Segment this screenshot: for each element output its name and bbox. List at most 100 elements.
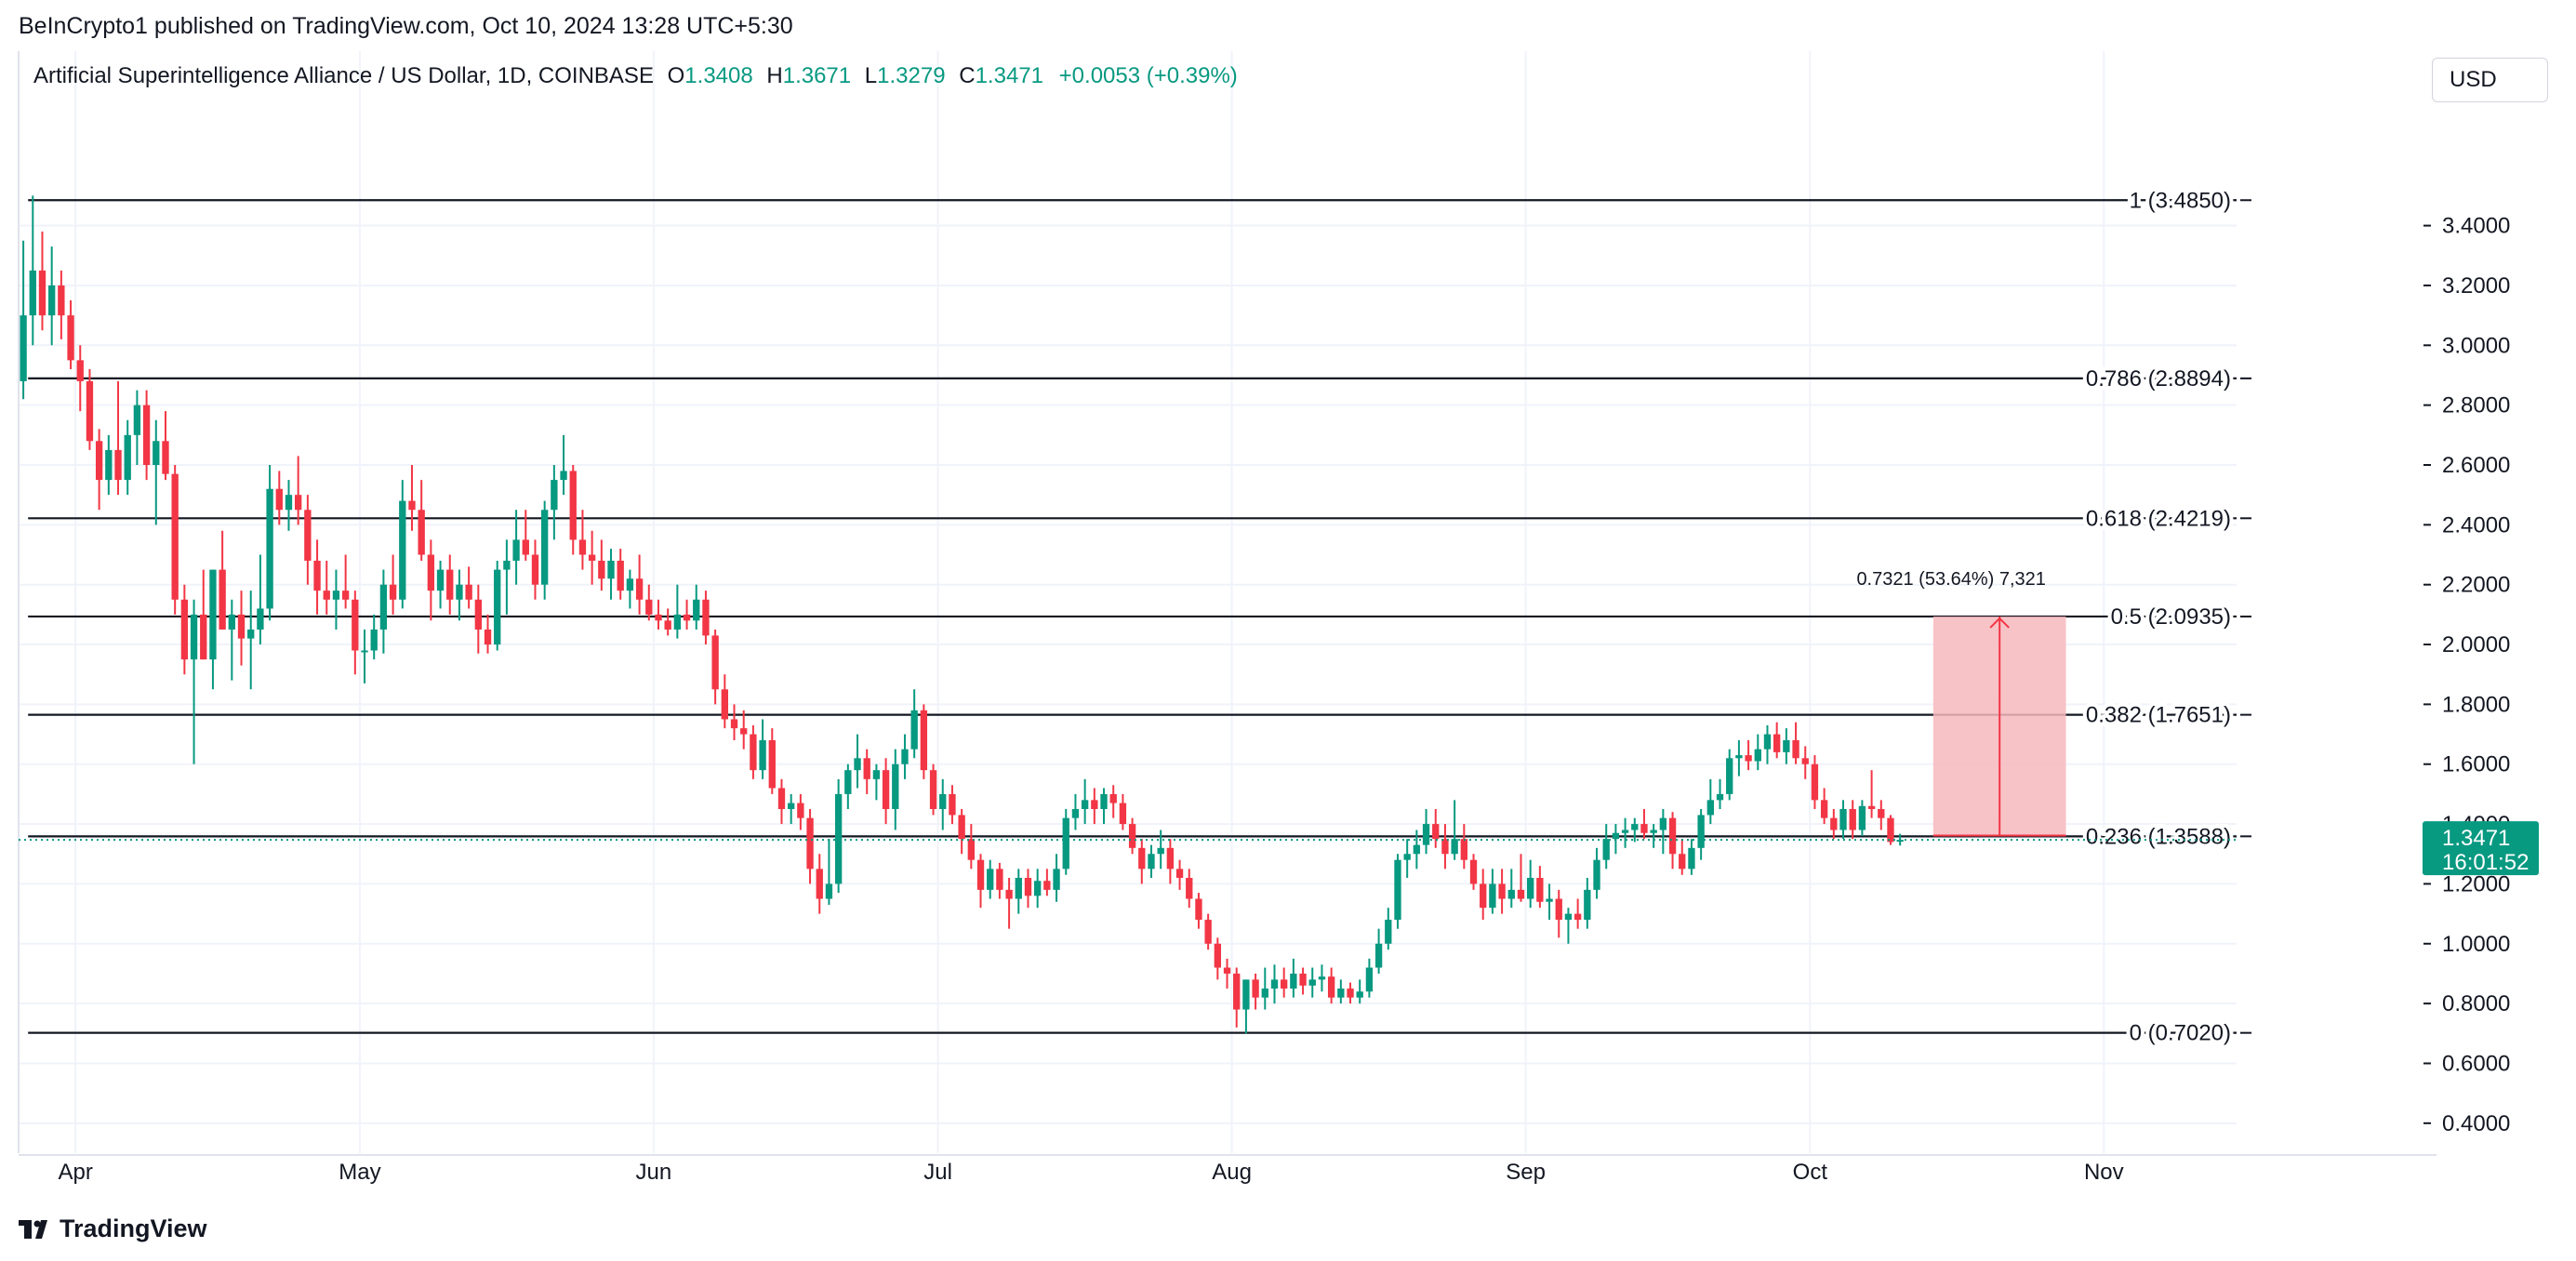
fibonacci-retracement[interactable]: 1 (3.4850) 0.786 (2.8894) 0.618 (2.4219) 0.… (28, 184, 2251, 1050)
candle (361, 629, 368, 684)
candle-body (105, 449, 113, 481)
candle-body (1148, 854, 1155, 869)
candle (607, 549, 615, 600)
candle-body (1015, 878, 1022, 899)
tradingview-brand: TradingView (60, 1215, 207, 1242)
candle-body (1081, 800, 1089, 809)
candle (996, 862, 1003, 899)
candle-body (797, 803, 804, 818)
time-tick-label: Jun (636, 1160, 672, 1185)
candle-body (1071, 809, 1080, 818)
candle (313, 539, 321, 615)
candle-body (626, 578, 634, 591)
candle-body (1053, 869, 1060, 890)
candle-body (247, 629, 255, 639)
candle-body (854, 758, 861, 771)
candle-body (257, 608, 264, 630)
candle-body (180, 599, 189, 660)
candle (200, 569, 207, 660)
candle-body (1242, 979, 1250, 1010)
candle (1005, 878, 1013, 929)
candle-body (1745, 755, 1752, 762)
candle (1584, 878, 1591, 929)
fib-level-label: 0 (0.7020) (2130, 1021, 2231, 1046)
candle (834, 778, 843, 894)
candle (1347, 982, 1354, 1004)
candle-body (1507, 889, 1515, 899)
candle (939, 778, 947, 830)
candle-body (702, 599, 710, 636)
price-tick-label: 2.4000 (2442, 512, 2510, 538)
candle-body (1773, 734, 1781, 752)
candle (1745, 740, 1752, 771)
candle-body (920, 710, 928, 771)
candle-body (1413, 844, 1421, 855)
candle (1356, 979, 1363, 1004)
candle (1631, 817, 1639, 843)
candle-body (1706, 800, 1714, 816)
candle (389, 554, 397, 615)
candle-body (777, 788, 786, 809)
candle (958, 809, 965, 855)
candle (721, 674, 728, 729)
candle-body (617, 560, 624, 591)
candle (617, 549, 624, 600)
tradingview-logo[interactable]: TradingView (19, 1215, 207, 1243)
candle (29, 195, 36, 346)
candle (1460, 824, 1467, 869)
candle-body (1327, 976, 1335, 998)
candle-body (1281, 979, 1288, 989)
candle-body (1195, 898, 1202, 921)
candle-body (171, 473, 179, 600)
candle (655, 599, 662, 630)
price-axis[interactable]: 0.40000.60000.80001.00001.20001.40001.60… (2423, 214, 2510, 1136)
candle (1043, 869, 1051, 896)
candle-body (1356, 991, 1363, 998)
candle (1138, 839, 1146, 884)
candle-body (1252, 979, 1259, 998)
currency-button[interactable]: USD (2432, 58, 2548, 102)
time-axis[interactable]: Apr May Jun Jul Aug Sep Oct Nov (58, 1160, 2123, 1185)
candle (1498, 869, 1506, 914)
fib-level-label: 0.5 (2.0935) (2111, 604, 2231, 630)
candle-body (569, 471, 577, 540)
candle (740, 710, 748, 750)
candle-body (58, 285, 65, 316)
candle-body (958, 815, 965, 840)
price-tick-label: 1.0000 (2442, 932, 2510, 957)
candle-body (863, 758, 870, 779)
candle (1223, 958, 1231, 989)
candle (257, 554, 264, 645)
candlestick-series (20, 195, 1904, 1034)
candle-body (427, 554, 435, 591)
candle (1830, 809, 1838, 840)
candle (522, 510, 529, 561)
symbol-title: Artificial Superintelligence Alliance / … (33, 63, 654, 88)
candle-body (1128, 824, 1136, 848)
candle-body (1337, 989, 1345, 998)
candle-body (1308, 979, 1316, 986)
candle (1887, 815, 1894, 845)
candle (1469, 854, 1478, 890)
candle (1422, 809, 1430, 855)
candle (162, 411, 169, 481)
candle (892, 749, 899, 830)
candle-body (285, 495, 293, 511)
candle-body (295, 495, 302, 511)
candle-body (1830, 817, 1838, 830)
price-range-measure[interactable]: 0.7321 (53.64%) 7,321 (1856, 569, 2066, 837)
candle-body (332, 591, 340, 600)
candle-body (1422, 824, 1430, 845)
candle-body (1469, 859, 1478, 884)
candle (1441, 824, 1449, 869)
candle-body (1612, 832, 1620, 840)
candle (987, 859, 994, 899)
candle (456, 569, 463, 621)
grid-lines (18, 51, 2437, 1156)
candle (1489, 869, 1496, 914)
candle (1100, 788, 1108, 825)
candle-body (683, 614, 691, 621)
candle (352, 591, 359, 675)
candle (474, 584, 482, 654)
